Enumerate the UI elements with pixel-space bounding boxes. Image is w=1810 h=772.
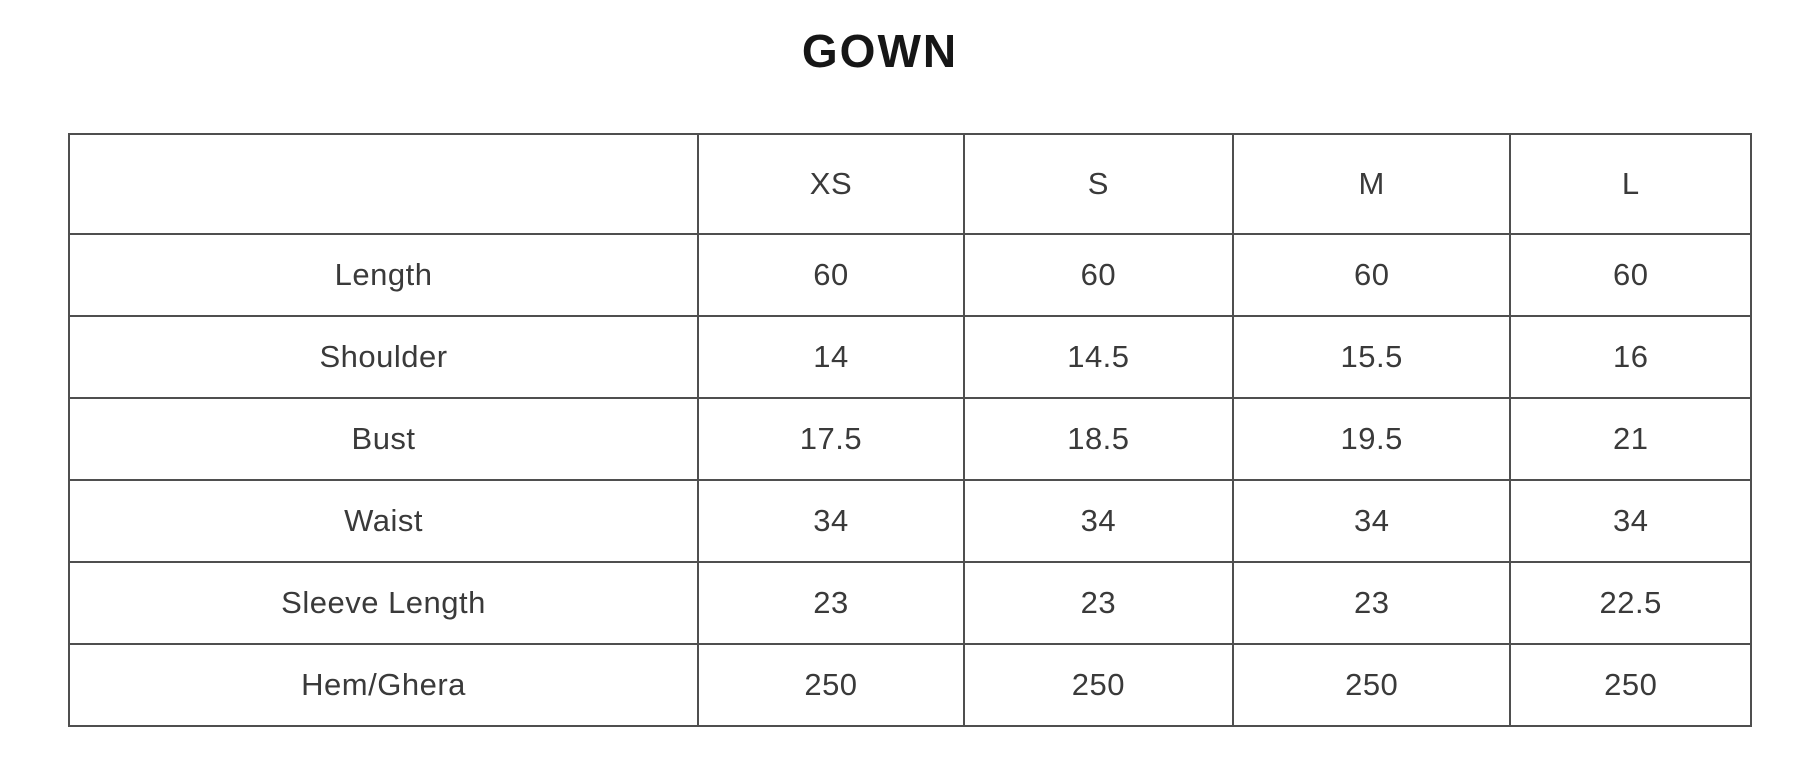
table-cell: 60 bbox=[1231, 233, 1512, 317]
column-header-m: M bbox=[1231, 133, 1512, 235]
table-cell: 22.5 bbox=[1509, 561, 1752, 645]
table-cell: 250 bbox=[1509, 643, 1752, 727]
table-cell: 18.5 bbox=[962, 397, 1234, 481]
table-cell: 23 bbox=[962, 561, 1234, 645]
table-row-shoulder: Shoulder 14 14.5 15.5 16 bbox=[67, 315, 1752, 399]
column-header-l: L bbox=[1509, 133, 1752, 235]
size-table-body: Length 60 60 60 60 Shoulder 14 14.5 15.5 16 Bust 17… bbox=[67, 233, 1752, 727]
header-row: XS S M L bbox=[67, 133, 1752, 235]
table-cell: 34 bbox=[697, 479, 965, 563]
row-label: Length bbox=[67, 233, 700, 317]
table-cell: 34 bbox=[1231, 479, 1512, 563]
row-label: Sleeve Length bbox=[67, 561, 700, 645]
table-cell: 16 bbox=[1509, 315, 1752, 399]
table-cell: 14.5 bbox=[962, 315, 1234, 399]
table-cell: 14 bbox=[697, 315, 965, 399]
table-row-waist: Waist 34 34 34 34 bbox=[67, 479, 1752, 563]
table-cell: 60 bbox=[697, 233, 965, 317]
table-cell: 21 bbox=[1509, 397, 1752, 481]
page-title: GOWN bbox=[801, 25, 959, 77]
column-header-s: S bbox=[962, 133, 1234, 235]
table-cell: 34 bbox=[962, 479, 1234, 563]
table-row-length: Length 60 60 60 60 bbox=[67, 233, 1752, 317]
size-chart-table: XS S M L Length 60 60 60 60 Shoulder 14 14.5 15.5 16… bbox=[67, 133, 1752, 727]
table-cell: 250 bbox=[1231, 643, 1512, 727]
table-cell: 60 bbox=[962, 233, 1234, 317]
table-cell: 250 bbox=[697, 643, 965, 727]
table-row-hem-ghera: Hem/Ghera 250 250 250 250 bbox=[67, 643, 1752, 727]
table-cell: 250 bbox=[962, 643, 1234, 727]
table-cell: 15.5 bbox=[1231, 315, 1512, 399]
row-label: Hem/Ghera bbox=[67, 643, 700, 727]
table-row-bust: Bust 17.5 18.5 19.5 21 bbox=[67, 397, 1752, 481]
table-cell: 34 bbox=[1509, 479, 1752, 563]
table-cell: 60 bbox=[1509, 233, 1752, 317]
column-header-empty bbox=[67, 133, 700, 235]
table-cell: 23 bbox=[1231, 561, 1512, 645]
size-table-header: XS S M L bbox=[67, 133, 1752, 235]
table-cell: 23 bbox=[697, 561, 965, 645]
column-header-xs: XS bbox=[697, 133, 965, 235]
table-cell: 17.5 bbox=[697, 397, 965, 481]
row-label: Waist bbox=[67, 479, 700, 563]
row-label: Bust bbox=[67, 397, 700, 481]
table-cell: 19.5 bbox=[1231, 397, 1512, 481]
table-row-sleeve-length: Sleeve Length 23 23 23 22.5 bbox=[67, 561, 1752, 645]
row-label: Shoulder bbox=[67, 315, 700, 399]
